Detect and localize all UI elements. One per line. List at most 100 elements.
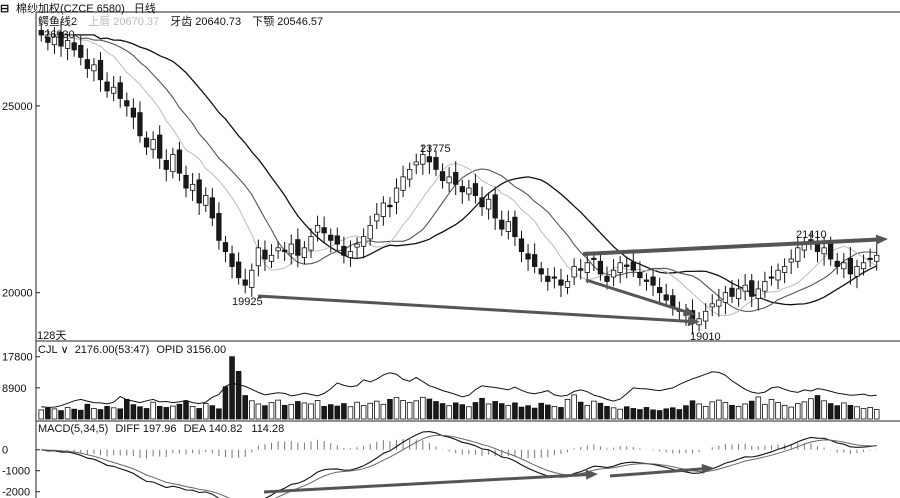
candle-body bbox=[45, 36, 51, 43]
candle-body bbox=[170, 154, 176, 173]
candle-body bbox=[157, 134, 163, 159]
volume-bar bbox=[551, 405, 558, 420]
volume-bar bbox=[623, 406, 630, 420]
candle-body bbox=[466, 187, 472, 195]
volume-bar bbox=[124, 398, 130, 420]
macd-header: MACD(5,34,5) DIFF 197.96 DEA 140.82 114.… bbox=[38, 423, 284, 435]
candle-body bbox=[821, 247, 827, 255]
volume-bar bbox=[268, 402, 275, 420]
volume-bar bbox=[821, 400, 827, 420]
volume-bar bbox=[255, 403, 262, 420]
candle-body bbox=[499, 219, 505, 230]
candle-body bbox=[828, 242, 834, 260]
volume-bar bbox=[755, 396, 762, 420]
jaw-label: 下颚 bbox=[252, 16, 275, 28]
candle-body bbox=[617, 262, 623, 273]
candle-body bbox=[703, 310, 709, 322]
volume-bar bbox=[360, 404, 367, 420]
candle-body bbox=[742, 284, 748, 292]
macd-tick-label: -1000 bbox=[2, 466, 30, 478]
candle-body bbox=[209, 197, 215, 219]
candle-body bbox=[380, 202, 386, 217]
candle-body bbox=[624, 264, 630, 267]
volume-bar bbox=[334, 405, 341, 420]
volume-bar bbox=[873, 409, 880, 420]
volume-bar bbox=[446, 405, 452, 420]
dea-label: DEA bbox=[183, 423, 206, 435]
bars-count-label: 128天 bbox=[37, 330, 67, 342]
trend-arrow-shaft bbox=[609, 467, 707, 478]
volume-bar bbox=[347, 406, 354, 420]
volume-bar bbox=[452, 402, 459, 420]
candle-body bbox=[854, 266, 860, 277]
candle-body bbox=[111, 86, 117, 94]
candle-body bbox=[505, 221, 511, 232]
volume-bar bbox=[617, 408, 623, 420]
price-annotation: 23775 bbox=[420, 143, 451, 155]
volume-bar bbox=[420, 396, 426, 420]
volume-bar bbox=[676, 409, 683, 420]
volume-bar bbox=[827, 403, 834, 420]
volume-bar bbox=[564, 398, 571, 420]
indicator-header: 鳄鱼线2 上唇 20670.37 牙齿 20640.73 下颚 20546.57 bbox=[38, 13, 323, 29]
candle-body bbox=[847, 257, 854, 275]
diff-line bbox=[41, 431, 877, 498]
dropdown-icon[interactable]: ∨ bbox=[60, 344, 69, 356]
volume-bar bbox=[518, 406, 525, 420]
volume-bar bbox=[558, 407, 564, 420]
volume-bar bbox=[209, 405, 216, 420]
candle-body bbox=[538, 268, 544, 275]
candle-body bbox=[308, 236, 314, 251]
candle-body bbox=[229, 253, 235, 267]
volume-bar bbox=[281, 404, 288, 420]
price-annotation: 26930 bbox=[44, 29, 75, 41]
candle-body bbox=[393, 187, 400, 203]
panel-frames bbox=[35, 11, 900, 498]
volume-bar bbox=[512, 402, 518, 420]
candle-body bbox=[795, 247, 801, 262]
price-annotation: 21410 bbox=[796, 229, 827, 241]
candle-body bbox=[532, 254, 538, 267]
opid-line bbox=[41, 371, 877, 408]
diff-label: DIFF bbox=[115, 423, 140, 435]
candle-body bbox=[781, 266, 788, 273]
candle-body bbox=[545, 275, 551, 282]
volume-bar bbox=[38, 409, 45, 420]
candle-body bbox=[235, 261, 242, 279]
volume-bar bbox=[505, 404, 512, 420]
teeth-value: 20640.73 bbox=[195, 16, 242, 28]
candle-body bbox=[78, 44, 84, 58]
y-axis: 25000 20000 17800 8900 0 -1000 -2000 bbox=[2, 101, 40, 498]
volume-bar bbox=[308, 403, 314, 420]
volume-bar bbox=[196, 408, 202, 420]
teeth-label: 牙齿 bbox=[170, 16, 193, 28]
candle-body bbox=[459, 186, 465, 193]
volume-bar bbox=[748, 400, 755, 420]
volume-bar bbox=[854, 406, 860, 420]
macd-title: MACD(5,34,5) bbox=[38, 423, 109, 435]
volume-bar bbox=[709, 401, 716, 420]
candle-body bbox=[735, 288, 742, 300]
jaw-line bbox=[41, 34, 877, 306]
volume-bar bbox=[801, 401, 808, 420]
volume-bar bbox=[847, 404, 854, 420]
volume-bar bbox=[775, 402, 781, 420]
alligator-lines bbox=[41, 34, 877, 317]
candle-body bbox=[775, 269, 781, 281]
volume-bar bbox=[321, 405, 327, 420]
volume-bar bbox=[781, 404, 788, 420]
volume-bar bbox=[327, 404, 334, 420]
volume-bar bbox=[97, 409, 104, 420]
candle-body bbox=[104, 81, 110, 92]
candle-body bbox=[163, 160, 169, 170]
volume-bar bbox=[117, 408, 123, 420]
volume-bar bbox=[683, 405, 689, 420]
volume-bar bbox=[387, 398, 393, 420]
volume-bar bbox=[275, 399, 281, 420]
volume-bar bbox=[235, 370, 242, 420]
candle-body bbox=[571, 266, 577, 278]
trend-arrow-head bbox=[701, 463, 714, 474]
volume-bar bbox=[762, 403, 768, 420]
trend-arrow-head bbox=[875, 234, 888, 245]
